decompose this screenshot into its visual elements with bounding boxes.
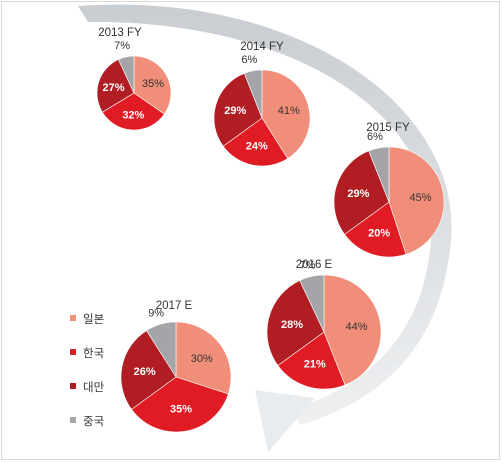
pie-slice-중국 <box>117 55 135 94</box>
pie-title: 2013 FY <box>98 27 142 39</box>
slice-label-대만: 28% <box>281 319 303 331</box>
pie-slice-중국 <box>146 321 177 379</box>
legend-item-대만: 대만 <box>70 380 105 394</box>
legend-swatch <box>70 315 76 321</box>
slice-label-일본: 44% <box>345 321 367 333</box>
slice-label-한국: 21% <box>304 359 326 371</box>
slice-label-한국: 20% <box>368 227 390 239</box>
slice-label-한국: 35% <box>170 404 192 416</box>
pie-2: 2014 FY 41% 24% 29% 6% <box>213 41 311 167</box>
legend-item-중국: 중국 <box>70 414 104 428</box>
slice-label-한국: 24% <box>246 140 268 152</box>
pie-4: 2016 E 44% 21% 28% 7% <box>266 259 382 390</box>
pie-slice-대만 <box>333 150 390 235</box>
pie-3: 2015 FY 45% 20% 29% 6% <box>333 122 445 258</box>
pie-slice-대만 <box>120 330 177 410</box>
arrow-head <box>255 390 315 452</box>
pie-slice-한국 <box>222 117 289 167</box>
slice-label-중국: 7% <box>300 260 316 272</box>
pie-title: 2015 FY <box>366 122 410 134</box>
legend-label: 중국 <box>83 414 104 428</box>
legend-item-일본: 일본 <box>70 312 104 326</box>
legend-label: 한국 <box>83 346 104 360</box>
pie-slice-중국 <box>243 69 263 119</box>
legend-swatch <box>70 349 76 355</box>
pie-title: 2017 E <box>156 300 193 312</box>
pie-slice-일본 <box>175 321 232 395</box>
pie-slice-일본 <box>388 146 445 255</box>
slice-label-중국: 6% <box>367 131 383 143</box>
legend-swatch <box>70 383 76 389</box>
pie-slice-중국 <box>368 146 390 203</box>
pie-title: 2016 E <box>296 259 333 271</box>
pie-5: 2017 E 30% 35% 26% 9% <box>120 300 232 433</box>
slice-label-대만: 29% <box>347 188 369 200</box>
pie-slice-중국 <box>299 274 325 333</box>
legend-item-한국: 한국 <box>70 346 104 360</box>
pie-slice-대만 <box>96 59 135 113</box>
slice-label-중국: 9% <box>148 308 164 320</box>
pie-title: 2014 FY <box>240 41 284 53</box>
pie-slice-한국 <box>131 376 229 433</box>
pie-slice-한국 <box>344 201 407 258</box>
slice-label-한국: 32% <box>122 109 144 121</box>
slice-label-일본: 35% <box>142 78 164 90</box>
slice-label-중국: 7% <box>114 40 130 52</box>
slice-label-대만: 26% <box>134 366 156 378</box>
pie-slice-일본 <box>323 274 382 386</box>
pie-slice-한국 <box>277 331 346 390</box>
slice-label-중국: 6% <box>241 54 257 66</box>
legend-swatch <box>70 417 76 423</box>
pie-slice-대만 <box>213 72 263 147</box>
legend-label: 일본 <box>83 312 104 326</box>
slice-label-대만: 27% <box>102 82 124 94</box>
pie-slice-일본 <box>133 55 172 115</box>
slice-label-일본: 45% <box>409 192 431 204</box>
pie-slice-한국 <box>101 92 165 131</box>
pie-slice-대만 <box>266 280 325 366</box>
curved-arrow-decoration <box>78 4 452 452</box>
slice-label-일본: 30% <box>191 353 213 365</box>
slice-label-일본: 41% <box>278 105 300 117</box>
legend-label: 대만 <box>83 380 105 394</box>
pie-1: 2013 FY 35% 32% 27% 7% <box>96 27 172 131</box>
slice-label-대만: 29% <box>224 105 246 117</box>
